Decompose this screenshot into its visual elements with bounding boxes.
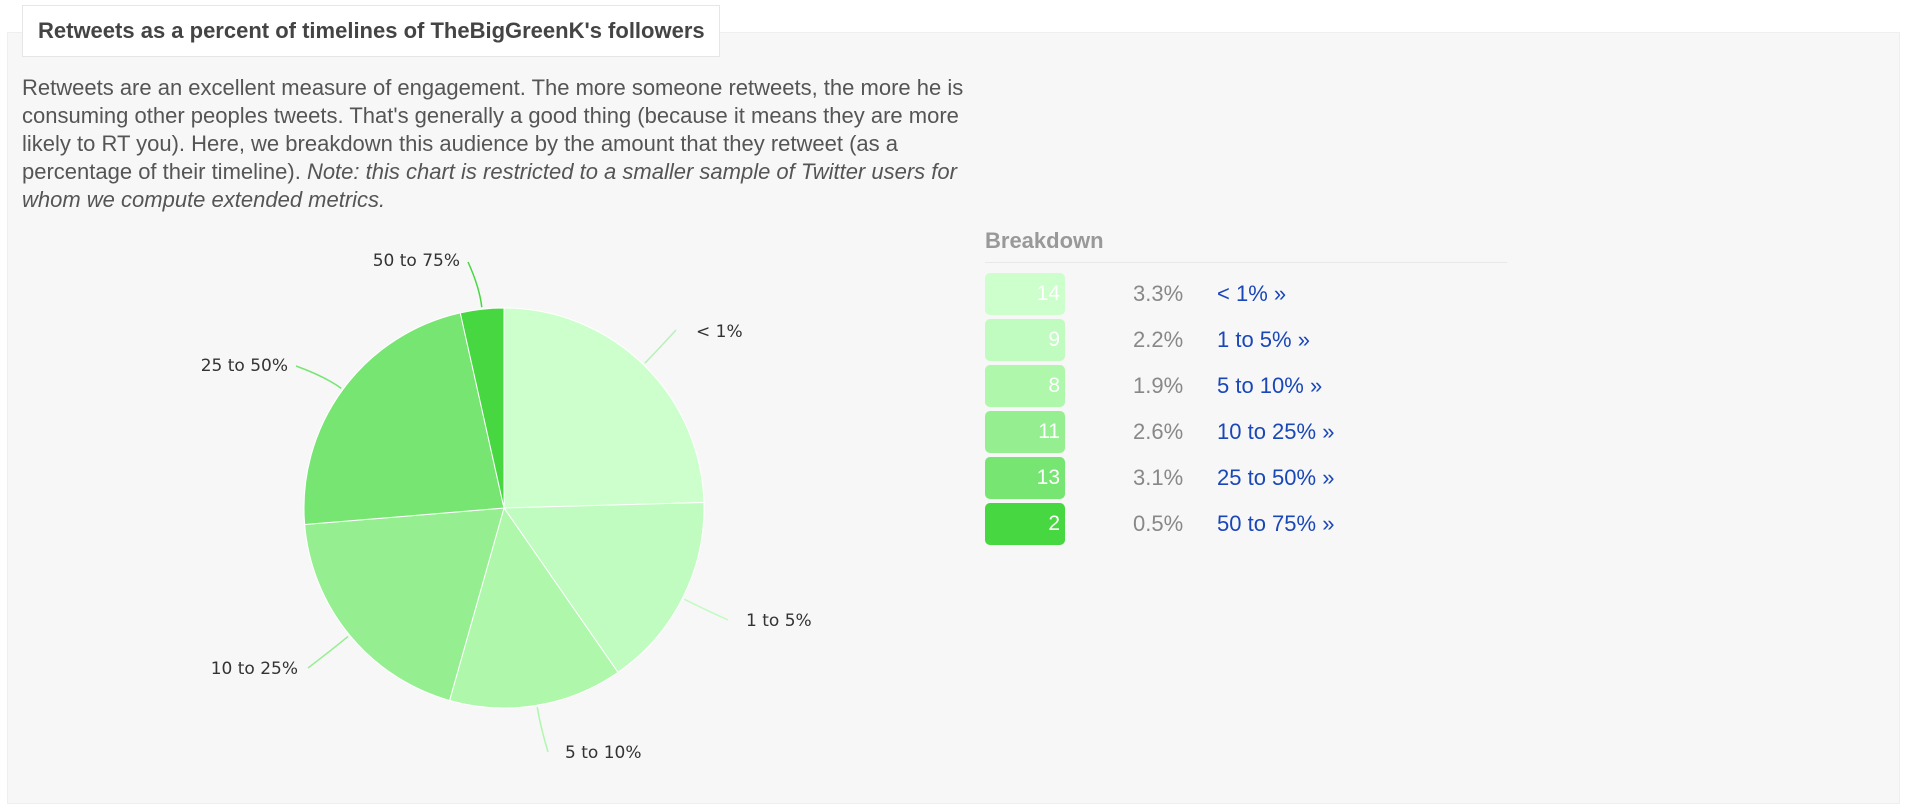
count-badge: 13	[985, 457, 1065, 499]
percent-value: 3.1%	[1133, 465, 1184, 490]
breakdown-row: 13 3.1% 25 to 50% »	[985, 455, 1507, 501]
breakdown-row: 2 0.5% 50 to 75% »	[985, 501, 1507, 547]
breakdown-link[interactable]: 10 to 25% »	[1217, 419, 1335, 444]
percent-value: 2.2%	[1133, 327, 1184, 352]
percent-value: 0.5%	[1133, 511, 1184, 536]
count-badge: 11	[985, 411, 1065, 453]
breakdown-link[interactable]: 5 to 10% »	[1217, 373, 1323, 398]
breakdown-row: 11 2.6% 10 to 25% »	[985, 409, 1507, 455]
breakdown-row: 8 1.9% 5 to 10% »	[985, 363, 1507, 409]
breakdown-link[interactable]: 50 to 75% »	[1217, 511, 1335, 536]
chart-description: Retweets are an excellent measure of eng…	[22, 74, 1002, 214]
breakdown-link[interactable]: < 1% »	[1217, 281, 1287, 306]
count-badge: 14	[985, 273, 1065, 315]
description-text: Retweets are an excellent measure of eng…	[22, 75, 964, 184]
breakdown-row: 9 2.2% 1 to 5% »	[985, 317, 1507, 363]
breakdown-link[interactable]: 25 to 50% »	[1217, 465, 1335, 490]
breakdown-rows: 14 3.3% < 1% » 9 2.2% 1 to 5% » 8 1.9% 5 to 10% …	[985, 271, 1507, 547]
breakdown-title: Breakdown	[985, 228, 1507, 263]
percent-value: 3.3%	[1133, 281, 1184, 306]
description-note: Note: this chart is restricted to a smal…	[22, 159, 957, 212]
breakdown-legend: Breakdown 14 3.3% < 1% » 9 2.2% 1 to 5% » 8 1.9…	[985, 228, 1507, 547]
count-badge: 8	[985, 365, 1065, 407]
breakdown-row: 14 3.3% < 1% »	[985, 271, 1507, 317]
percent-value: 1.9%	[1133, 373, 1184, 398]
count-badge: 9	[985, 319, 1065, 361]
count-badge: 2	[985, 503, 1065, 545]
breakdown-link[interactable]: 1 to 5% »	[1217, 327, 1310, 352]
percent-value: 2.6%	[1133, 419, 1184, 444]
chart-title: Retweets as a percent of timelines of Th…	[22, 5, 720, 57]
